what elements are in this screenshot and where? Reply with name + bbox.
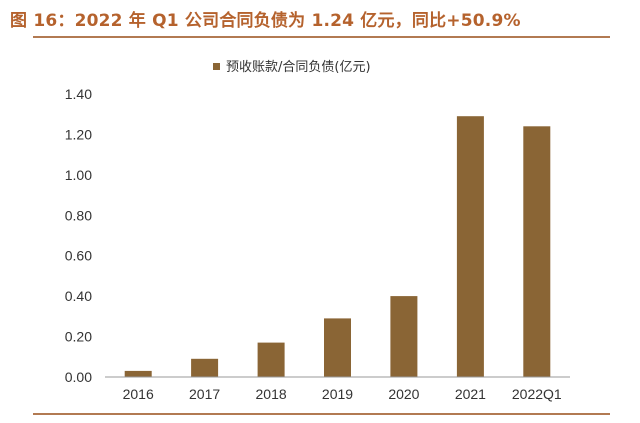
x-tick-label: 2022Q1 <box>512 386 562 402</box>
title-underline <box>33 36 610 38</box>
y-tick-label: 1.20 <box>65 126 92 142</box>
y-tick-label: 0.80 <box>65 207 92 223</box>
bar <box>257 342 285 377</box>
y-axis-tick-labels: 0.00 0.20 0.40 0.60 0.80 1.00 1.20 1.40 <box>65 86 92 385</box>
bars <box>124 116 551 377</box>
x-tick-label: 2021 <box>455 386 486 402</box>
y-tick-label: 0.60 <box>65 248 92 264</box>
y-tick-label: 0.00 <box>65 369 92 385</box>
legend-label: 预收账款/合同负债(亿元) <box>226 60 371 75</box>
x-tick-label: 2018 <box>256 386 287 402</box>
legend: 预收账款/合同负债(亿元) <box>213 60 371 75</box>
legend-swatch <box>213 63 220 70</box>
bar <box>390 296 418 377</box>
x-tick-label: 2019 <box>322 386 353 402</box>
y-tick-label: 1.40 <box>65 86 92 102</box>
bar <box>456 116 484 377</box>
x-tick-label: 2016 <box>123 386 154 402</box>
figure-title: 图 16：2022 年 Q1 公司合同负债为 1.24 亿元，同比+50.9% <box>10 11 521 31</box>
x-tick-label: 2017 <box>189 386 220 402</box>
bar <box>124 370 152 377</box>
x-axis-tick-labels: 2016 2017 2018 2019 2020 2021 2022Q1 <box>123 386 562 402</box>
bar <box>191 358 219 377</box>
bar <box>523 126 551 377</box>
x-tick-label: 2020 <box>388 386 419 402</box>
y-tick-label: 0.40 <box>65 288 92 304</box>
y-tick-label: 1.00 <box>65 167 92 183</box>
bottom-rule <box>33 413 610 415</box>
bar <box>324 318 351 377</box>
y-tick-label: 0.20 <box>65 329 92 345</box>
